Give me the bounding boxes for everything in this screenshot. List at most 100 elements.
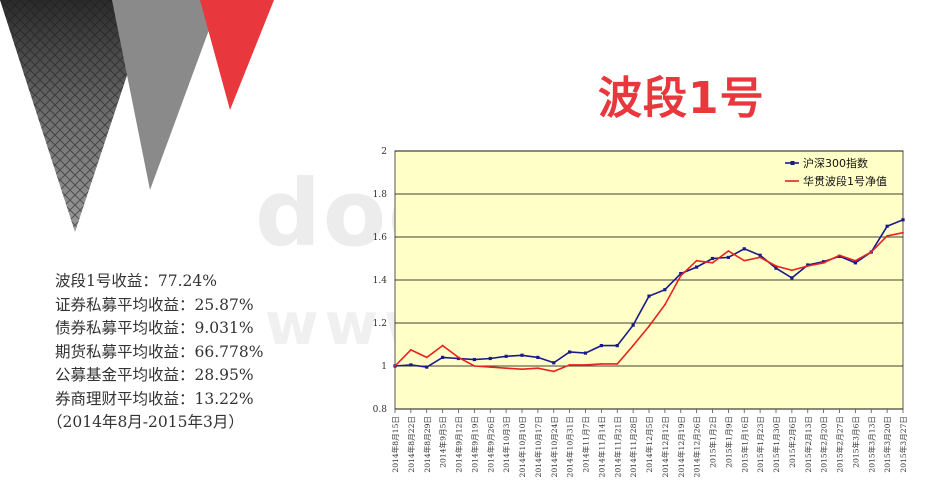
data-point (837, 254, 842, 258)
x-tick-label: 2014年10月24日 (549, 416, 559, 477)
data-point (742, 247, 746, 251)
data-point (806, 263, 810, 267)
x-tick-label: 2014年9月26日 (485, 416, 495, 473)
data-point (774, 266, 778, 270)
data-point (663, 303, 666, 306)
y-tick-label: 1.6 (373, 233, 388, 243)
data-point (521, 368, 523, 371)
data-point (631, 323, 635, 327)
data-point (822, 261, 825, 264)
y-tick-label: 1.4 (373, 276, 388, 286)
x-tick-label: 2014年8月22日 (406, 416, 416, 473)
legend-label: 华贯波段1号净值 (803, 174, 887, 188)
y-tick-label: 1 (381, 362, 387, 372)
data-point (806, 265, 809, 267)
y-tick-label: 1.8 (373, 190, 388, 200)
gray-triangle (112, 0, 220, 190)
data-point (902, 231, 904, 234)
data-point (616, 362, 619, 365)
x-tick-label: 2014年8月15日 (390, 416, 400, 473)
data-point (488, 356, 492, 361)
data-point (648, 325, 650, 328)
data-point (520, 353, 524, 357)
data-point (552, 361, 556, 365)
data-point (473, 365, 476, 367)
x-tick-label: 2015年1月30日 (771, 416, 781, 473)
data-point (425, 365, 429, 369)
data-point (838, 254, 841, 257)
data-point (743, 259, 746, 262)
data-point (409, 363, 413, 367)
data-point (870, 251, 873, 253)
photo-lattice (0, 0, 152, 232)
data-point (505, 367, 508, 370)
data-point (727, 250, 730, 252)
data-point (726, 255, 730, 260)
x-tick-label: 2015年2月20日 (819, 416, 829, 473)
data-point (584, 364, 587, 366)
data-point (456, 356, 461, 361)
data-point (568, 350, 572, 354)
data-point (853, 261, 857, 265)
x-tick-label: 2014年12月12日 (660, 416, 670, 477)
x-tick-label: 2014年9月12日 (454, 416, 464, 473)
x-tick-label: 2015年1月2日 (708, 416, 718, 468)
x-tick-label: 2015年2月6日 (787, 416, 797, 468)
x-tick-label: 2015年3月13日 (866, 416, 876, 473)
x-tick-label: 2014年10月10日 (517, 416, 527, 477)
x-tick-label: 2015年3月6日 (850, 416, 860, 468)
data-point (615, 343, 619, 348)
data-point (568, 364, 571, 366)
data-point (504, 354, 508, 358)
data-point (695, 265, 699, 269)
data-point (775, 265, 777, 267)
stat-line: 波段1号收益：77.24% (55, 272, 217, 290)
x-tick-label: 2015年1月9日 (723, 416, 733, 468)
period-note: （2014年8月-2015年3月） (47, 413, 244, 431)
decorative-triangles (0, 0, 274, 232)
stat-line: 债券私募平均收益：9.031% (55, 319, 254, 337)
data-point (632, 344, 635, 347)
data-point (552, 370, 555, 373)
x-tick-label: 2014年11月21日 (612, 416, 622, 477)
returns-summary: 波段1号收益：77.24% 证券私募平均收益：25.87% 债券私募平均收益：9… (47, 270, 263, 435)
data-point (822, 260, 826, 264)
data-point (711, 261, 714, 264)
x-tick-label: 2015年1月16日 (739, 416, 749, 473)
data-point (885, 224, 889, 228)
y-tick-label: 0.8 (373, 405, 388, 415)
data-point (425, 356, 428, 359)
x-tick-label: 2014年12月5日 (644, 416, 654, 473)
data-point (441, 344, 444, 347)
data-point (710, 256, 715, 261)
data-point (647, 294, 651, 298)
x-tick-label: 2015年3月20日 (882, 416, 892, 473)
data-point (394, 365, 396, 367)
x-tick-label: 2015年2月27日 (835, 416, 845, 473)
y-tick-label: 2 (381, 147, 387, 157)
x-tick-label: 2014年10月31日 (565, 416, 575, 477)
x-tick-label: 2014年9月19日 (469, 416, 479, 473)
data-point (758, 253, 762, 257)
x-tick-label: 2015年3月27日 (898, 416, 908, 473)
x-tick-label: 2014年11月28日 (628, 416, 638, 477)
data-point (409, 348, 412, 351)
data-point (536, 367, 539, 370)
x-tick-label: 2014年11月7日 (581, 416, 591, 473)
data-point (901, 218, 905, 222)
data-point (600, 362, 603, 365)
legend-marker (790, 161, 795, 165)
x-tick-label: 2014年8月29日 (422, 416, 432, 473)
x-tick-label: 2014年10月17日 (533, 416, 543, 477)
data-point (599, 343, 603, 348)
red-triangle (200, 0, 274, 110)
x-tick-label: 2014年11月14日 (596, 416, 606, 477)
y-tick-label: 1.2 (373, 319, 387, 329)
data-point (457, 356, 460, 359)
data-point (679, 274, 682, 277)
data-point (472, 357, 476, 362)
x-tick-label: 2015年2月13日 (803, 416, 813, 473)
data-point (679, 271, 683, 276)
data-point (441, 355, 445, 359)
